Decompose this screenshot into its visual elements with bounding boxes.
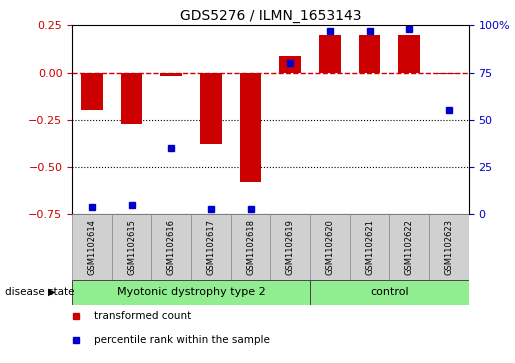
Bar (279, 56, 301, 73)
Bar (319, 35, 341, 73)
Bar (200, 73, 222, 144)
Text: GSM1102623: GSM1102623 (444, 219, 453, 275)
Bar (72, 214, 112, 280)
Text: control: control (370, 287, 409, 297)
Bar (398, 35, 420, 73)
Bar (350, 214, 389, 280)
Bar (389, 214, 429, 280)
Bar (151, 214, 191, 280)
Text: transformed count: transformed count (94, 311, 191, 321)
Bar (310, 214, 350, 280)
Text: GSM1102617: GSM1102617 (207, 219, 215, 275)
Bar (358, 35, 381, 73)
Text: GSM1102619: GSM1102619 (286, 219, 295, 275)
Bar (310, 280, 469, 305)
Bar (112, 214, 151, 280)
Text: GSM1102620: GSM1102620 (325, 219, 334, 275)
Text: GSM1102616: GSM1102616 (167, 219, 176, 275)
Text: Myotonic dystrophy type 2: Myotonic dystrophy type 2 (117, 287, 265, 297)
Text: GSM1102621: GSM1102621 (365, 219, 374, 275)
Bar (270, 214, 310, 280)
Text: GSM1102622: GSM1102622 (405, 219, 414, 275)
Text: percentile rank within the sample: percentile rank within the sample (94, 335, 270, 345)
Text: GSM1102614: GSM1102614 (88, 219, 96, 275)
Bar (72, 280, 310, 305)
Bar (231, 214, 270, 280)
Bar (81, 73, 103, 110)
Text: GSM1102618: GSM1102618 (246, 219, 255, 275)
Bar (429, 214, 469, 280)
Bar (191, 214, 231, 280)
Bar (160, 73, 182, 76)
Text: disease state: disease state (5, 287, 75, 297)
Bar (438, 73, 460, 74)
Title: GDS5276 / ILMN_1653143: GDS5276 / ILMN_1653143 (180, 9, 361, 23)
Bar (239, 73, 262, 182)
Bar (121, 73, 143, 123)
Text: ▶: ▶ (48, 287, 56, 297)
Text: GSM1102615: GSM1102615 (127, 219, 136, 275)
